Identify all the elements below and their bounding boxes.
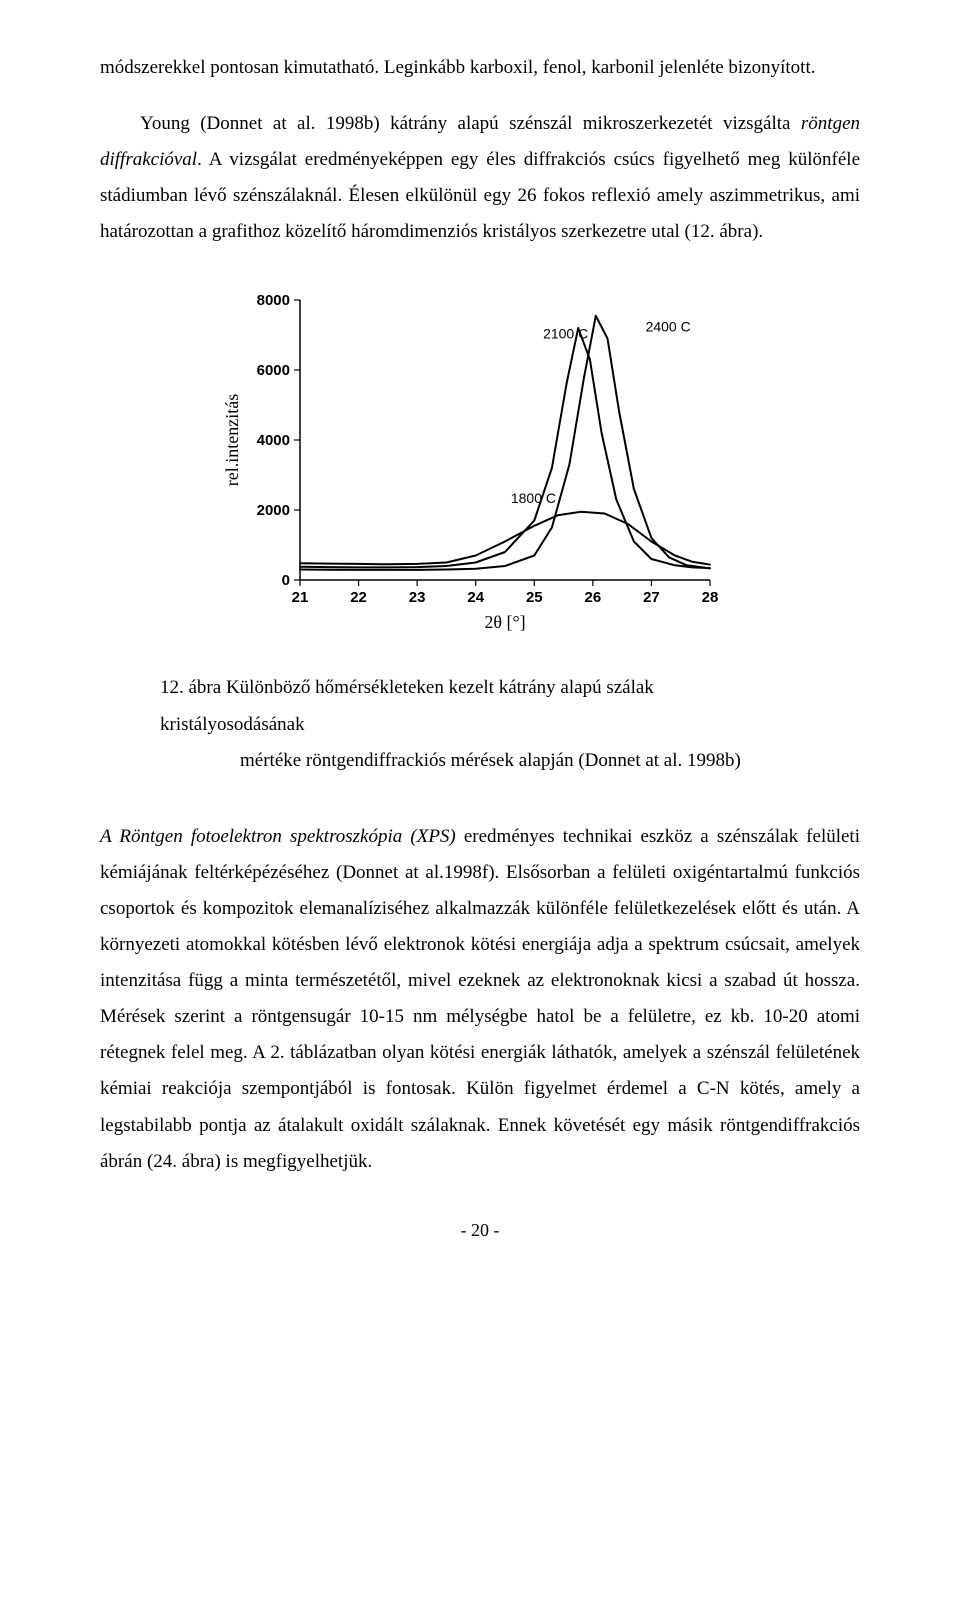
paragraph-1: módszerekkel pontosan kimutatható. Legin… <box>100 50 860 86</box>
svg-text:23: 23 <box>409 589 426 606</box>
figure-caption: 12. ábra Különböző hőmérsékleteken kezel… <box>160 670 800 778</box>
svg-text:26: 26 <box>585 589 602 606</box>
svg-text:2000: 2000 <box>257 502 290 519</box>
svg-text:24: 24 <box>467 589 484 606</box>
paragraph-3: A Röntgen fotoelektron spektroszkópia (X… <box>100 819 860 1180</box>
svg-text:25: 25 <box>526 589 543 606</box>
xrd-chart: 0 2000 4000 6000 8000 21 22 23 24 25 26 27 28 rel.int… <box>220 280 740 640</box>
svg-text:4000: 4000 <box>257 432 290 449</box>
para2-suffix: . A vizsgálat eredményeképpen egy éles d… <box>100 149 860 242</box>
svg-text:21: 21 <box>292 589 309 606</box>
svg-text:2100 C: 2100 C <box>543 326 588 342</box>
svg-text:28: 28 <box>702 589 719 606</box>
caption-line2: mértéke röntgendiffrackiós mérések alapj… <box>160 743 800 779</box>
page-number: - 20 - <box>100 1220 860 1241</box>
svg-text:8000: 8000 <box>257 292 290 309</box>
paragraph-2: Young (Donnet at al. 1998b) kátrány alap… <box>100 106 860 250</box>
svg-text:rel.intenzitás: rel.intenzitás <box>222 394 242 486</box>
para3-rest: eredményes technikai eszköz a szénszálak… <box>100 826 860 1172</box>
caption-line1: 12. ábra Különböző hőmérsékleteken kezel… <box>160 670 800 742</box>
svg-text:0: 0 <box>282 572 290 589</box>
xrd-chart-svg: 0 2000 4000 6000 8000 21 22 23 24 25 26 27 28 rel.int… <box>220 280 740 640</box>
svg-text:6000: 6000 <box>257 362 290 379</box>
para3-italic: A Röntgen fotoelektron spektroszkópia (X… <box>100 826 456 847</box>
svg-text:22: 22 <box>350 589 367 606</box>
svg-text:2θ [°]: 2θ [°] <box>484 612 525 632</box>
svg-text:27: 27 <box>643 589 660 606</box>
svg-text:1800 C: 1800 C <box>511 490 556 506</box>
svg-text:2400 C: 2400 C <box>646 319 691 335</box>
para2-prefix: Young (Donnet at al. 1998b) kátrány alap… <box>140 113 801 134</box>
